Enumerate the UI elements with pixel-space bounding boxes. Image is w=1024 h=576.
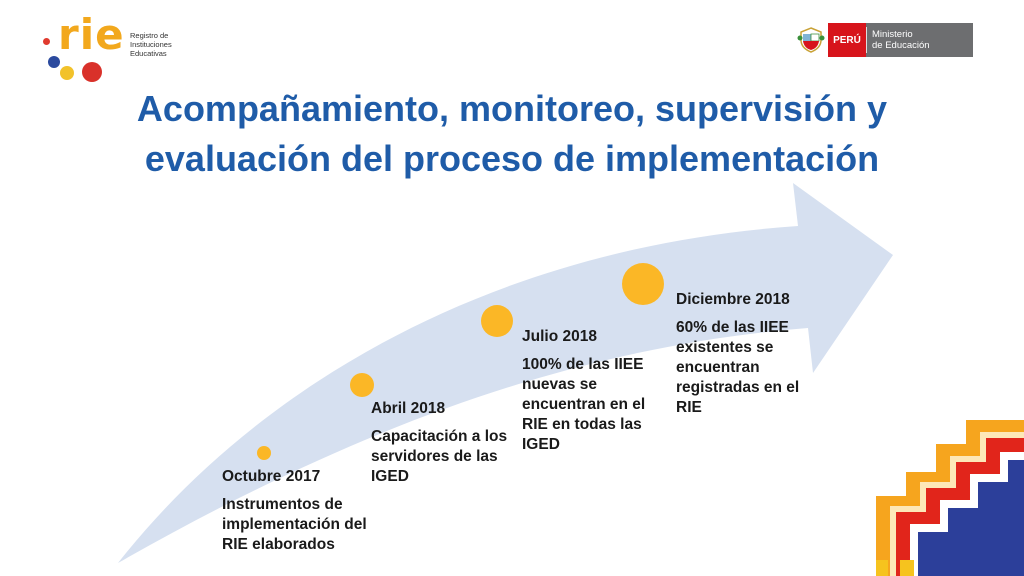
peru-shield-icon xyxy=(797,27,825,53)
rie-subtitle-line-3: Educativas xyxy=(130,49,167,58)
milestone-3-description: 100% de las IIEE nuevas se encuentran en… xyxy=(522,356,646,453)
milestone-3-date: Julio 2018 xyxy=(522,328,597,345)
milestone-2-description: Capacitación a los servidores de las IGE… xyxy=(371,428,508,485)
milestone-dot-4 xyxy=(622,263,664,305)
rie-subtitle-line-2: Instituciones xyxy=(130,40,172,49)
rie-logo-subtitle: Registro de Instituciones Educativas xyxy=(130,31,190,58)
ministry-label: Ministerio de Educación xyxy=(866,23,973,57)
rie-logo-dot-yellow xyxy=(60,66,74,80)
milestone-1-date: Octubre 2017 xyxy=(222,468,321,485)
milestone-3: Julio 2018 100% de las IIEE nuevas se en… xyxy=(522,327,667,455)
milestone-dot-3 xyxy=(481,305,513,337)
milestone-4-description: 60% de las IIEE existentes se encuentran… xyxy=(676,319,800,416)
milestone-dot-2 xyxy=(350,373,374,397)
ministry-line-2: de Educación xyxy=(872,40,930,51)
rie-subtitle-line-1: Registro de xyxy=(130,31,169,40)
milestone-dot-1 xyxy=(257,446,271,460)
decorative-steps-pattern xyxy=(876,420,1024,576)
milestone-1: Octubre 2017 Instrumentos de implementac… xyxy=(222,467,392,555)
curved-arrow-shape xyxy=(118,183,893,563)
peru-label: PERÚ xyxy=(828,23,866,57)
milestone-4: Diciembre 2018 60% de las IIEE existente… xyxy=(676,290,806,418)
milestone-2-date: Abril 2018 xyxy=(371,400,446,417)
ministry-line-1: Ministerio xyxy=(872,29,913,40)
rie-logo-dot-blue xyxy=(48,56,60,68)
slide-title: Acompañamiento, monitoreo, supervisión y… xyxy=(136,88,888,179)
rie-logo-wordmark: rie xyxy=(58,10,125,59)
milestone-1-description: Instrumentos de implementación del RIE e… xyxy=(222,496,367,553)
milestone-4-date: Diciembre 2018 xyxy=(676,291,790,308)
rie-logo-dot-red-small xyxy=(43,38,50,45)
rie-logo-dot-red xyxy=(82,62,102,82)
milestone-2: Abril 2018 Capacitación a los servidores… xyxy=(371,399,521,487)
